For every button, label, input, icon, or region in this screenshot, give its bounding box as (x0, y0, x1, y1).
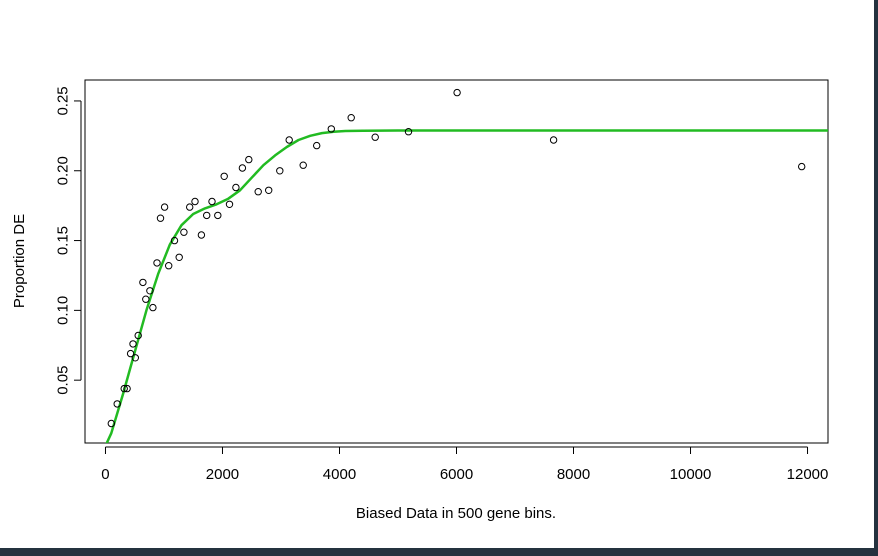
data-point (299, 161, 307, 169)
y-axis: 0.05 0.10 0.15 0.20 0.25 (55, 86, 82, 395)
data-point (165, 262, 173, 270)
data-point (214, 211, 222, 220)
x-tick-label: 6000 (440, 466, 473, 483)
data-point (203, 211, 211, 220)
data-point (798, 162, 806, 171)
data-point (276, 167, 284, 175)
data-point (197, 231, 206, 239)
data-point (549, 136, 558, 144)
data-point (285, 136, 293, 144)
x-tick-label: 8000 (557, 466, 590, 483)
y-tick-label: 0.20 (55, 156, 72, 185)
y-axis-title: Proportion DE (11, 214, 28, 308)
data-point (347, 114, 355, 122)
x-tick-label: 0 (101, 466, 109, 483)
data-point (134, 331, 142, 340)
x-axis-title: Biased Data in 500 gene bins. (356, 505, 556, 522)
data-point (146, 287, 154, 295)
data-point (131, 354, 140, 362)
y-tick-label: 0.05 (55, 366, 72, 395)
fit-layer (105, 129, 828, 443)
data-point (113, 400, 121, 408)
data-point (225, 200, 234, 209)
data-point (180, 228, 188, 236)
data-point (139, 278, 147, 287)
y-tick-label: 0.25 (55, 86, 72, 115)
data-point (170, 236, 179, 245)
data-point (313, 141, 321, 150)
fit-curve (105, 129, 828, 443)
data-point (142, 295, 150, 303)
data-point (265, 186, 273, 195)
plot-frame (84, 79, 829, 444)
data-point (123, 384, 131, 393)
data-point (208, 197, 216, 206)
points-layer (107, 88, 806, 428)
data-point (404, 128, 413, 136)
data-point (153, 259, 161, 267)
x-axis: 0 2000 4000 6000 8000 10000 12000 (101, 446, 829, 483)
data-point (129, 340, 137, 348)
data-point (156, 214, 165, 222)
data-point (245, 155, 253, 164)
y-tick-label: 0.10 (55, 296, 72, 325)
x-tick-label: 2000 (206, 466, 239, 483)
data-point (327, 125, 335, 133)
x-tick-label: 12000 (787, 466, 829, 483)
data-point (149, 303, 157, 312)
data-point (175, 253, 183, 261)
data-point (186, 203, 194, 211)
data-point (160, 203, 169, 211)
data-point (120, 384, 128, 393)
y-tick-label: 0.15 (55, 226, 72, 255)
data-point (232, 183, 240, 192)
data-point (238, 164, 247, 172)
x-tick-label: 10000 (670, 466, 712, 483)
data-point (220, 172, 228, 181)
data-point (254, 188, 262, 196)
x-tick-label: 4000 (323, 466, 356, 483)
data-point (371, 133, 379, 141)
data-point (107, 419, 116, 428)
data-point (191, 197, 199, 206)
data-point (453, 88, 461, 97)
data-point (126, 349, 135, 358)
